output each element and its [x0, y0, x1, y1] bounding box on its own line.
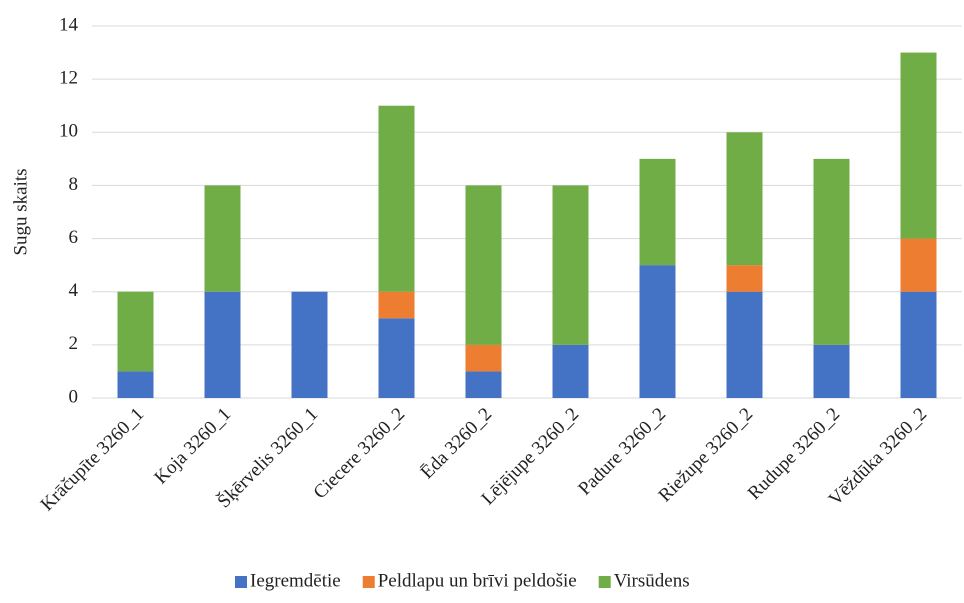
y-tick-label: 2: [69, 333, 79, 354]
bar-segment: [726, 265, 763, 292]
bar-segment: [378, 318, 415, 398]
legend-swatch: [235, 576, 247, 588]
bar-segment: [465, 371, 502, 398]
y-tick-label: 10: [59, 121, 78, 142]
y-tick-label: 12: [59, 68, 78, 89]
bar-segment: [813, 344, 850, 398]
bar-segment: [117, 291, 154, 372]
legend-swatch: [598, 576, 611, 588]
bar-segment: [726, 132, 763, 266]
y-axis-label: Sugu skaits: [10, 168, 31, 255]
x-tick-label: Riežupe 3260_2: [655, 404, 758, 507]
bar-segment: [639, 265, 676, 398]
bar-segment: [552, 344, 589, 398]
bar-segment: [639, 158, 676, 266]
bar-segment: [204, 185, 241, 292]
y-tick-label: 4: [69, 280, 79, 301]
bar-segment: [900, 238, 937, 292]
x-tick-label: Rudupe 3260_2: [744, 404, 844, 504]
x-tick-label: Ciecere 3260_2: [310, 404, 410, 504]
legend-label: Iegremdētie: [250, 570, 341, 591]
bar-segment: [900, 291, 937, 398]
bar-segment: [378, 105, 415, 292]
legend-label: Peldlapu un brīvi peldošie: [378, 570, 577, 591]
bar-segment: [204, 291, 241, 398]
x-tick-label: Koja 3260_1: [150, 404, 235, 489]
legend-label: Virsūdens: [614, 570, 690, 591]
x-tick-label: Krāčupīte 3260_1: [37, 404, 148, 515]
bar-segment: [117, 371, 154, 398]
y-tick-label: 6: [69, 227, 79, 248]
legend-swatch: [362, 576, 375, 588]
bar-segment: [726, 291, 763, 398]
bar-segment: [900, 52, 937, 239]
y-tick-label: 0: [69, 386, 79, 407]
bar-segment: [465, 344, 502, 372]
y-tick-label: 8: [69, 174, 79, 195]
bar-segment: [378, 291, 415, 319]
bar-segment: [291, 291, 328, 398]
bar-segment: [552, 185, 589, 345]
y-tick-label: 14: [59, 14, 79, 35]
x-tick-label: Ēda 3260_2: [417, 404, 496, 483]
bar-segment: [813, 158, 850, 345]
bar-segment: [465, 185, 502, 345]
x-tick-label: Padure 3260_2: [574, 404, 670, 500]
